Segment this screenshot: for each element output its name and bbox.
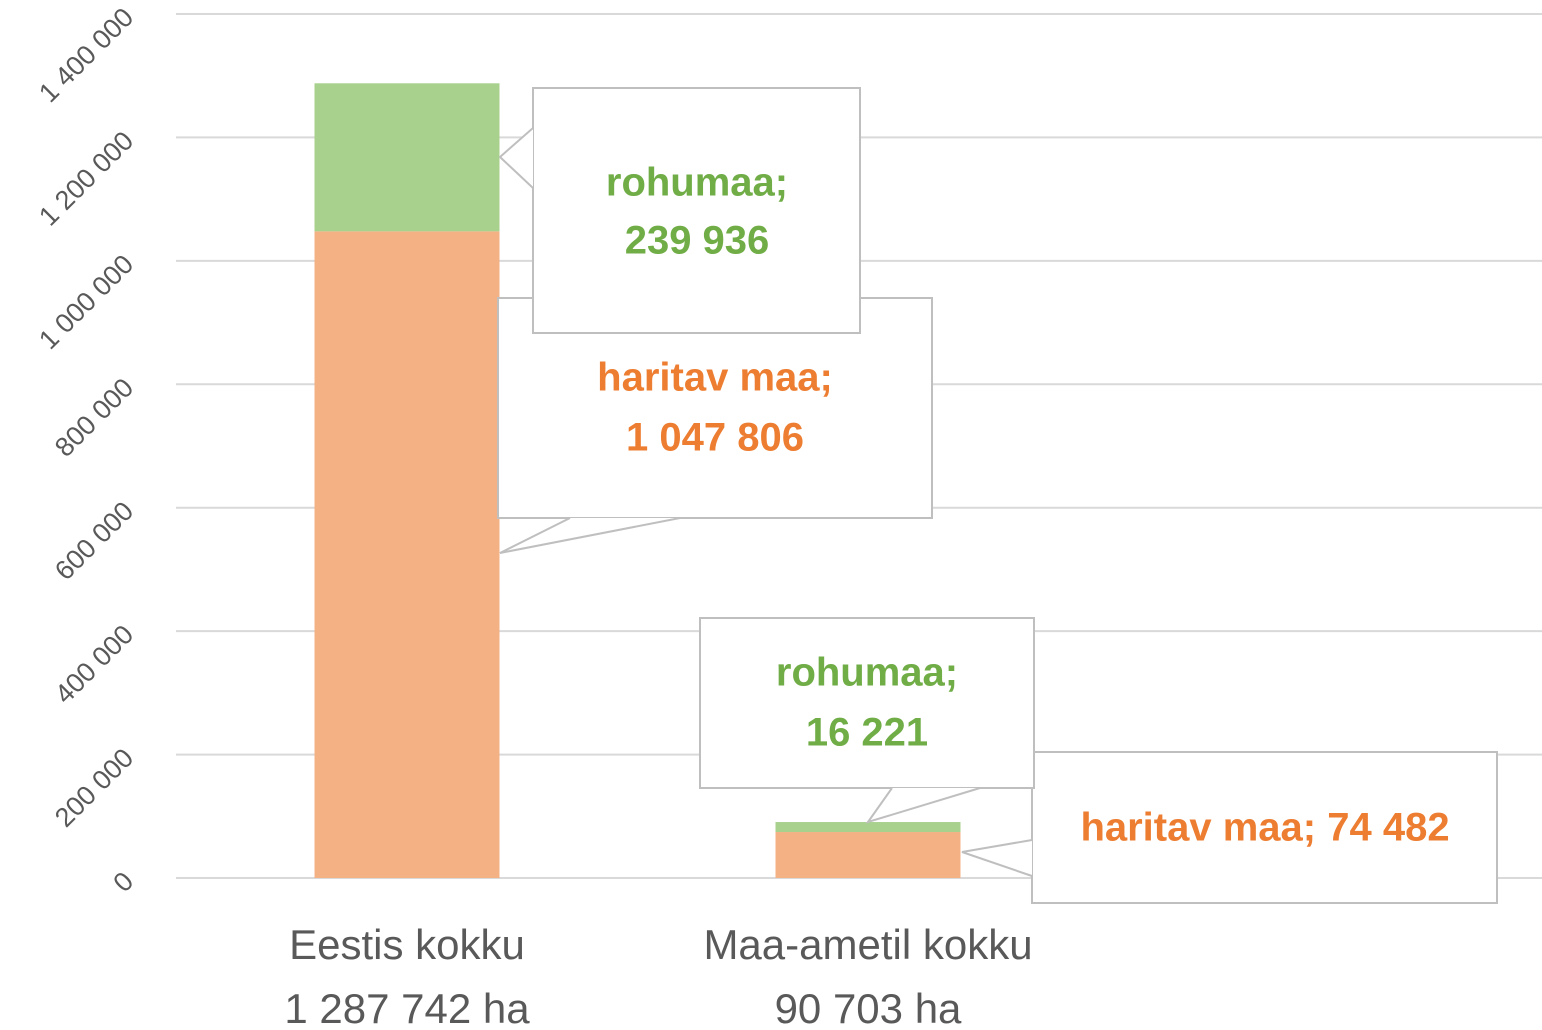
callout-box (699, 617, 1035, 789)
x-tick-label: 1 287 742 ha (284, 985, 530, 1030)
bar-segment (314, 83, 500, 232)
data-label: haritav maa; (597, 356, 833, 400)
x-tick-label: Eestis kokku (289, 921, 525, 968)
x-tick-label: Maa-ametil kokku (703, 921, 1032, 968)
callout: rohumaa; 239 936 (498, 87, 861, 334)
callout: rohumaa; 16 221 (699, 617, 1035, 824)
data-label: haritav maa; 74 482 (1080, 806, 1449, 850)
callout-box (1031, 751, 1498, 904)
y-tick-label: 1 000 000 (33, 249, 139, 355)
y-tick-label: 1 400 000 (33, 2, 139, 108)
callout: haritav maa; 74 482 (961, 751, 1498, 904)
data-label: rohumaa; (776, 651, 958, 695)
bar-segment (775, 832, 961, 878)
data-label: 16 221 (806, 711, 928, 755)
bar-segment (775, 822, 961, 833)
y-tick-label: 600 000 (49, 496, 139, 586)
callout-pointer (499, 517, 681, 554)
callout-pointer (498, 127, 534, 189)
y-tick-label: 1 200 000 (33, 125, 139, 231)
y-tick-label: 200 000 (49, 743, 139, 833)
data-label: 1 047 806 (626, 416, 804, 460)
callout: haritav maa; 1 047 806 (497, 297, 933, 554)
y-tick-label: 0 (107, 866, 139, 898)
y-tick-label: 400 000 (49, 619, 139, 709)
callout-box (532, 87, 861, 334)
data-label: rohumaa; (606, 161, 788, 205)
callout-pointer (961, 839, 1033, 877)
data-label: 239 936 (625, 219, 770, 263)
bar-segment (314, 231, 500, 878)
callout-pointer (865, 787, 981, 824)
callout-box (497, 297, 933, 519)
x-tick-label: 90 703 ha (775, 985, 962, 1030)
y-tick-label: 800 000 (49, 372, 139, 462)
